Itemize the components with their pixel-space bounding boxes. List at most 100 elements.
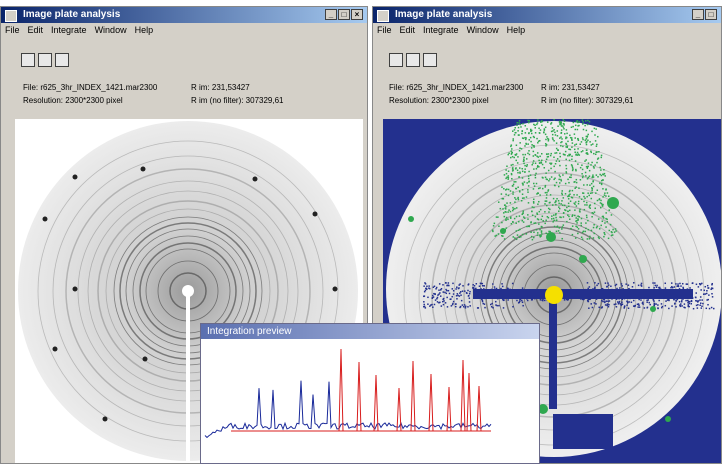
bad-pixel [537, 152, 539, 154]
bad-pixel [567, 155, 569, 157]
bad-pixel [541, 233, 543, 235]
bad-pixel [555, 200, 557, 202]
bad-pixel [605, 226, 607, 228]
masked-pixel [464, 290, 466, 292]
bad-pixel [572, 126, 574, 128]
bad-pixel [601, 175, 603, 177]
bad-pixel [558, 186, 560, 188]
masked-pixel [628, 284, 630, 286]
masked-pixel [456, 286, 458, 288]
bad-pixel [576, 179, 578, 181]
bad-pixel [512, 140, 514, 142]
masked-pixel [702, 303, 704, 305]
menu-item[interactable]: File [5, 25, 20, 35]
bad-spot [665, 416, 671, 422]
masked-pixel [482, 303, 484, 305]
bad-pixel [568, 203, 570, 205]
bad-pixel [597, 200, 599, 202]
maximize[interactable]: □ [338, 9, 350, 20]
bad-pixel [554, 185, 556, 187]
bad-pixel [505, 211, 507, 213]
bad-pixel [531, 211, 533, 213]
menu-bar: File Edit Integrate Window Help [1, 23, 367, 37]
menu-item[interactable]: Integrate [51, 25, 87, 35]
masked-pixel [587, 282, 589, 284]
tool-button[interactable] [423, 53, 437, 67]
masked-pixel [589, 286, 591, 288]
bad-pixel [558, 200, 560, 202]
menu-item[interactable]: Window [467, 25, 499, 35]
bad-pixel [545, 143, 547, 145]
bad-pixel [551, 176, 553, 178]
bad-pixel [506, 227, 508, 229]
masked-pixel [640, 299, 642, 301]
menu-item[interactable]: Window [95, 25, 127, 35]
menu-item[interactable]: Edit [400, 25, 416, 35]
bad-pixel [505, 194, 507, 196]
bad-pixel [520, 236, 522, 238]
bad-pixel [545, 233, 547, 235]
bad-pixel [591, 144, 593, 146]
bad-pixel [516, 207, 518, 209]
bad-pixel [515, 188, 517, 190]
tool-button[interactable] [21, 53, 35, 67]
tool-button[interactable] [406, 53, 420, 67]
bad-pixel [522, 212, 524, 214]
bad-pixel [557, 149, 559, 151]
bad-pixel [518, 176, 520, 178]
masked-pixel [434, 304, 436, 306]
close[interactable]: × [351, 9, 363, 20]
bad-pixel [582, 177, 584, 179]
bad-pixel [564, 133, 566, 135]
bad-pixel [596, 145, 598, 147]
bad-pixel [523, 221, 525, 223]
masked-pixel [682, 283, 684, 285]
masked-pixel [608, 306, 610, 308]
bad-pixel [531, 133, 533, 135]
bad-pixel [527, 143, 529, 145]
masked-pixel [646, 301, 648, 303]
masked-pixel [451, 305, 453, 307]
bad-pixel [530, 130, 532, 132]
bad-pixel [602, 196, 604, 198]
tool-button[interactable] [389, 53, 403, 67]
bad-pixel [529, 226, 531, 228]
bad-pixel [559, 124, 561, 126]
bad-pixel [586, 196, 588, 198]
bad-pixel [519, 120, 521, 122]
tool-button[interactable] [38, 53, 52, 67]
masked-pixel [607, 282, 609, 284]
masked-pixel [711, 293, 713, 295]
masked-pixel [442, 301, 444, 303]
bad-pixel [524, 168, 526, 170]
bad-pixel [542, 177, 544, 179]
bad-pixel [597, 176, 599, 178]
bad-pixel [588, 195, 590, 197]
bad-pixel [600, 169, 602, 171]
menu-item[interactable]: Help [135, 25, 154, 35]
minimize[interactable]: _ [692, 9, 704, 20]
masked-pixel [710, 289, 712, 291]
bad-pixel [581, 141, 583, 143]
bad-pixel [584, 209, 586, 211]
menu-item[interactable]: Edit [28, 25, 44, 35]
bad-pixel [575, 169, 577, 171]
masked-pixel [439, 292, 441, 294]
masked-pixel [638, 285, 640, 287]
masked-pixel [709, 308, 711, 310]
maximize[interactable]: □ [705, 9, 717, 20]
masked-pixel [607, 300, 609, 302]
bad-pixel [544, 167, 546, 169]
bad-pixel [581, 164, 583, 166]
bad-pixel [600, 225, 602, 227]
masked-pixel [428, 285, 430, 287]
menu-item[interactable]: Integrate [423, 25, 459, 35]
masked-pixel [617, 301, 619, 303]
minimize[interactable]: _ [325, 9, 337, 20]
masked-pixel [522, 287, 524, 289]
menu-item[interactable]: Help [507, 25, 526, 35]
tool-button[interactable] [55, 53, 69, 67]
menu-item[interactable]: File [377, 25, 392, 35]
masked-pixel [604, 302, 606, 304]
bad-pixel [523, 163, 525, 165]
